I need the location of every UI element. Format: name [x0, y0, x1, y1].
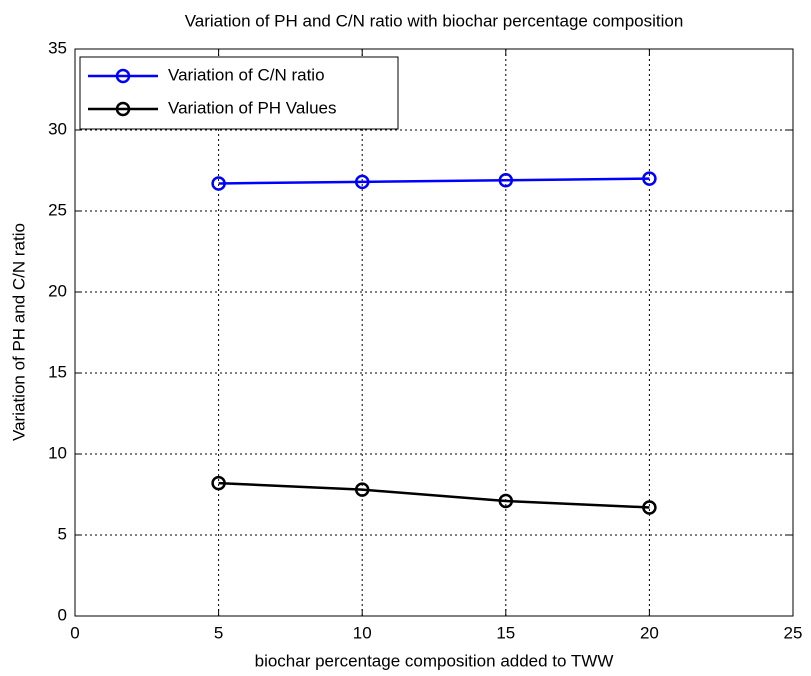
y-axis-label: Variation of PH and C/N ratio: [9, 223, 28, 441]
y-tick-label: 0: [58, 605, 67, 624]
legend-label: Variation of PH Values: [168, 98, 337, 117]
y-tick-label: 30: [48, 119, 67, 138]
series-line: [218, 481, 650, 509]
legend-box: [79, 56, 399, 130]
x-tick-label: 5: [214, 623, 223, 642]
data-point: [211, 176, 226, 191]
legend-marker: [115, 101, 131, 117]
legend-label: Variation of C/N ratio: [168, 65, 325, 84]
x-tick-label: 25: [784, 623, 803, 642]
data-point: [642, 500, 657, 515]
data-point: [642, 171, 657, 186]
x-tick-label: 0: [70, 623, 79, 642]
plot-frame: [74, 48, 794, 617]
y-tick-label: 25: [48, 200, 67, 219]
y-tick-label: 15: [48, 362, 67, 381]
x-axis-label: biochar percentage composition added to …: [255, 651, 614, 670]
data-point: [498, 172, 514, 188]
x-tick-label: 15: [496, 623, 515, 642]
data-point: [498, 493, 514, 509]
chart-title: Variation of PH and C/N ratio with bioch…: [185, 11, 684, 30]
series-line: [218, 177, 650, 185]
data-point: [354, 174, 370, 190]
data-point: [211, 475, 226, 491]
legend-marker: [115, 68, 131, 84]
data-point: [354, 482, 370, 497]
x-tick-label: 10: [353, 623, 372, 642]
y-tick-label: 20: [48, 281, 67, 300]
x-tick-label: 20: [640, 623, 659, 642]
y-tick-label: 35: [48, 38, 67, 57]
y-tick-label: 5: [58, 524, 67, 543]
y-tick-label: 10: [48, 443, 67, 462]
